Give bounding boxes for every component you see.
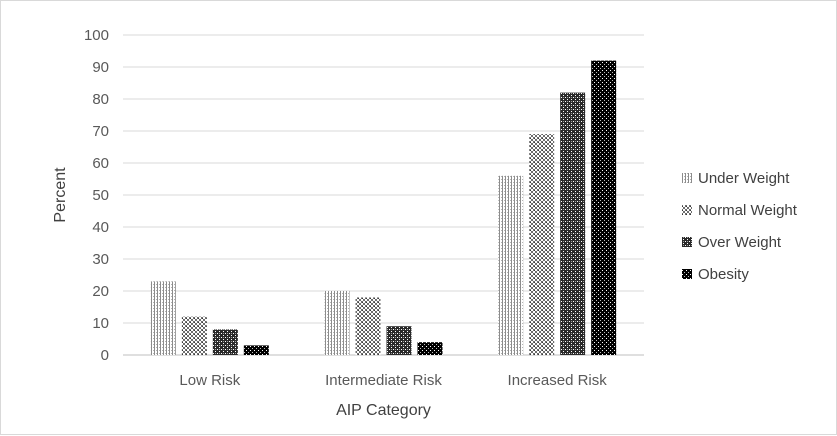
- bar-over-weight: [560, 92, 586, 355]
- bar-normal-weight: [529, 134, 555, 355]
- legend-swatch: [682, 205, 692, 215]
- legend-swatch: [682, 173, 692, 183]
- y-tick-label: 50: [92, 187, 109, 204]
- y-tick-label: 60: [92, 155, 109, 172]
- y-tick-label: 20: [92, 283, 109, 300]
- x-tick-label: Low Risk: [179, 372, 240, 389]
- bar-under-weight: [324, 291, 350, 355]
- legend-label: Obesity: [698, 266, 749, 283]
- y-tick-label: 80: [92, 91, 109, 108]
- y-tick-label: 70: [92, 123, 109, 140]
- bar-normal-weight: [181, 316, 207, 355]
- bar-obesity: [417, 342, 443, 355]
- y-axis-tick-labels: 0 10 20 30 40 50 60 70 80 90 100: [84, 27, 109, 364]
- legend-label: Normal Weight: [698, 202, 798, 219]
- bar-normal-weight: [355, 297, 381, 355]
- bar-obesity: [591, 60, 617, 355]
- legend-label: Under Weight: [698, 170, 790, 187]
- y-tick-label: 100: [84, 27, 109, 44]
- legend-swatch: [682, 269, 692, 279]
- bar-under-weight: [150, 281, 176, 355]
- y-tick-label: 90: [92, 59, 109, 76]
- y-tick-label: 0: [101, 347, 109, 364]
- legend: Under Weight Normal Weight Over Weight Obes…: [682, 170, 798, 283]
- bar-obesity: [243, 345, 269, 355]
- y-tick-label: 30: [92, 251, 109, 268]
- y-axis-title: Percent: [52, 167, 69, 223]
- legend-label: Over Weight: [698, 234, 782, 251]
- x-axis-title: AIP Category: [336, 402, 431, 419]
- x-tick-label: Intermediate Risk: [325, 372, 442, 389]
- x-axis-tick-labels: Low Risk Intermediate Risk Increased Risk: [179, 372, 607, 389]
- gridlines: [123, 34, 644, 356]
- y-tick-label: 40: [92, 219, 109, 236]
- x-tick-label: Increased Risk: [508, 372, 608, 389]
- bar-over-weight: [386, 326, 412, 355]
- legend-swatch: [682, 237, 692, 247]
- bars: [150, 60, 617, 355]
- bar-under-weight: [498, 175, 524, 355]
- bar-over-weight: [212, 329, 238, 355]
- y-tick-label: 10: [92, 315, 109, 332]
